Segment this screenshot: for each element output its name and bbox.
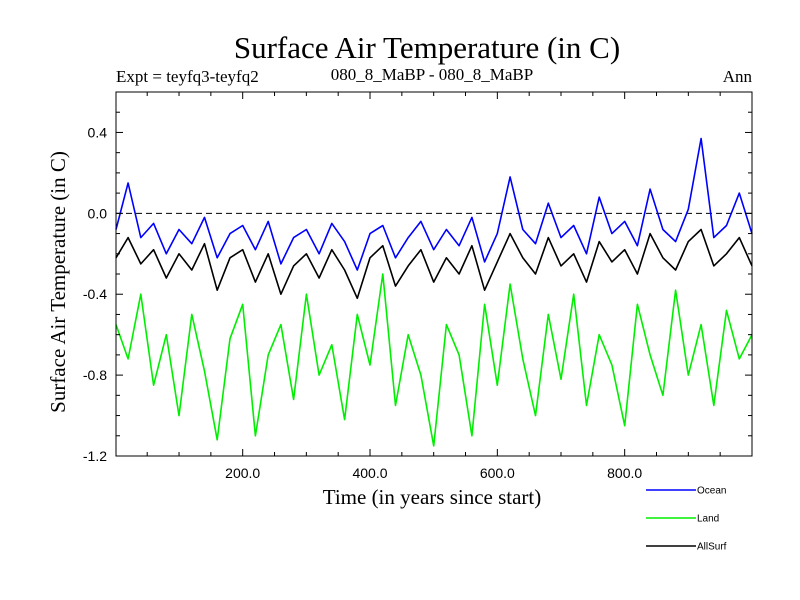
x-tick-label: 200.0 bbox=[225, 465, 260, 481]
x-tick-label: 400.0 bbox=[352, 465, 387, 481]
chart-subtitle-left: Expt = teyfq3-teyfq2 bbox=[116, 67, 259, 86]
plot-background bbox=[116, 92, 752, 456]
legend-label-allsurf: AllSurf bbox=[697, 542, 727, 553]
x-tick-label: 800.0 bbox=[607, 465, 642, 481]
x-tick-label: 600.0 bbox=[480, 465, 515, 481]
y-tick-label: -1.2 bbox=[83, 448, 107, 464]
y-tick-label: -0.8 bbox=[83, 367, 107, 383]
legend-label-land: Land bbox=[697, 514, 719, 525]
series-line-ocean bbox=[115, 137, 753, 271]
chart-subtitle-center: 080_8_MaBP - 080_8_MaBP bbox=[331, 65, 533, 84]
series-line-land bbox=[115, 273, 753, 447]
y-axis-label: Surface Air Temperature (in C) bbox=[46, 151, 70, 413]
y-tick-label: 0.4 bbox=[88, 124, 108, 140]
legend: Ocean Land AllSurf bbox=[646, 486, 727, 553]
axis-ticks: 200.0 400.0 600.0 800.0 -1.2 -0.8 -0.4 0.0 0.4 bbox=[83, 92, 752, 481]
y-tick-label: -0.4 bbox=[83, 286, 107, 302]
plot-area bbox=[116, 92, 752, 456]
chart-title: Surface Air Temperature (in C) bbox=[234, 30, 620, 65]
legend-label-ocean: Ocean bbox=[697, 486, 726, 497]
x-axis-label: Time (in years since start) bbox=[323, 485, 542, 509]
chart-subtitle-right: Ann bbox=[723, 67, 753, 86]
series-line-allsurf bbox=[115, 228, 753, 300]
series-layer bbox=[115, 137, 753, 447]
y-tick-label: 0.0 bbox=[88, 205, 108, 221]
